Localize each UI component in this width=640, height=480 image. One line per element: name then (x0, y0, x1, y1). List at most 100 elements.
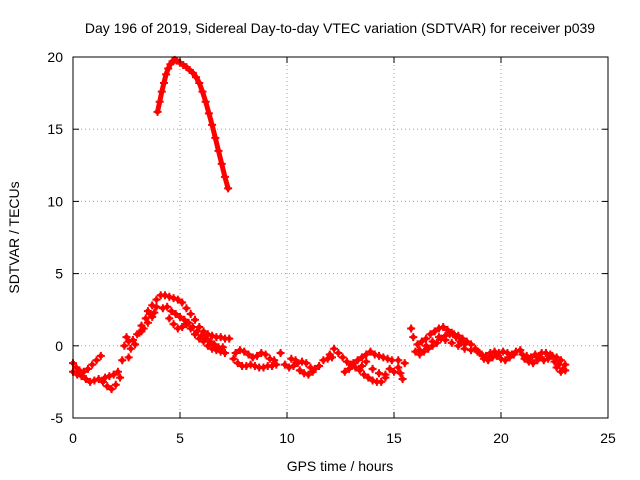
data-point-dot (305, 372, 311, 378)
data-point-dot (395, 357, 401, 363)
data-series (153, 55, 233, 193)
data-series (407, 323, 570, 376)
data-series (69, 301, 161, 394)
data-point-dot (173, 311, 179, 317)
data-point-dot (391, 369, 397, 375)
data-series (152, 291, 234, 358)
data-series (229, 344, 409, 386)
data-point-dot (502, 357, 508, 363)
x-tick-label: 25 (600, 430, 616, 446)
data-point-dot (108, 386, 115, 392)
data-point-dot (138, 328, 145, 334)
data-point-dot (188, 325, 194, 332)
data-point-dot (506, 354, 513, 360)
data-point-dot (179, 324, 185, 330)
data-point-dot (367, 348, 374, 355)
data-point-dot (113, 382, 119, 388)
plot-frame (72, 56, 609, 419)
data-point-dot (554, 364, 560, 371)
data-point-dot (158, 292, 164, 298)
data-point-dot (534, 357, 540, 363)
data-point-dot (511, 351, 517, 358)
data-point-dot (359, 363, 365, 369)
data-point-dot (485, 357, 491, 363)
data-point-dot (427, 331, 433, 337)
data-point-dot (119, 357, 125, 363)
x-tick-label: 20 (493, 430, 509, 446)
data-point-dot (444, 327, 451, 333)
data-point-dot (177, 314, 183, 320)
data-point-dot (226, 335, 232, 342)
x-tick-label: 5 (176, 430, 184, 446)
data-point-dot (230, 356, 237, 362)
data-point-dot (417, 351, 423, 358)
data-point-dot (547, 351, 553, 358)
data-point-dot (164, 304, 170, 310)
data-point-dot (423, 335, 429, 342)
data-point-dot (263, 351, 269, 358)
data-point-dot (196, 80, 202, 86)
data-point-dot (327, 351, 333, 358)
data-point-dot (245, 351, 252, 358)
data-point-dot (532, 351, 538, 358)
data-point-dot (222, 174, 228, 180)
data-point-dot (78, 373, 85, 379)
data-point-dot (436, 334, 442, 340)
x-tick-label: 10 (279, 430, 295, 446)
data-point-dot (98, 353, 104, 359)
y-tick-label: 10 (47, 193, 63, 209)
data-point-dot (414, 341, 421, 347)
data-point-dot (233, 350, 239, 356)
y-tick-label: 15 (47, 121, 63, 137)
data-point-dot (128, 346, 134, 352)
data-point-dot (166, 315, 172, 321)
data-point-dot (161, 80, 167, 86)
data-point-dot (256, 364, 262, 371)
data-point-dot (374, 379, 380, 385)
data-point-dot (149, 314, 155, 320)
data-point-dot (209, 122, 215, 128)
data-point-dot (115, 369, 121, 375)
data-point-dot (83, 376, 89, 382)
data-point-dot (402, 360, 408, 366)
data-point-dot (562, 367, 568, 373)
data-point-dot (117, 374, 123, 381)
data-point-dot (316, 363, 322, 369)
data-point-dot (163, 71, 169, 77)
data-point-dot (453, 334, 459, 340)
data-point-dot (277, 350, 284, 356)
data-point-dot (449, 340, 455, 346)
data-point-dot (359, 354, 365, 360)
data-point-dot (203, 99, 209, 105)
x-tick-label: 0 (69, 430, 77, 446)
data-point-dot (378, 379, 384, 385)
data-point-dot (241, 348, 247, 355)
data-point-dot (370, 366, 376, 372)
data-point-dot (200, 338, 207, 345)
data-point-dot (121, 343, 127, 349)
data-point-dot (335, 350, 341, 356)
data-point-dot (387, 366, 393, 372)
data-point-dot (449, 330, 455, 336)
data-point-dot (188, 311, 194, 317)
data-point-dot (462, 346, 468, 352)
data-point-dot (340, 354, 346, 360)
data-point-dot (126, 354, 132, 360)
data-point-dot (342, 369, 348, 375)
data-point-dot (344, 359, 350, 365)
data-point-dot (85, 366, 91, 372)
data-point-dot (292, 357, 299, 363)
data-point-dot (376, 370, 382, 376)
data-point-dot (196, 335, 202, 342)
data-point-dot (222, 335, 228, 342)
data-point-dot (462, 341, 468, 347)
data-point-dot (474, 348, 481, 355)
data-point-dot (206, 110, 212, 116)
data-point-dot (432, 328, 438, 334)
data-point-dot (179, 299, 185, 306)
data-point-dot (303, 360, 309, 366)
x-tick-label: 15 (386, 430, 402, 446)
data-point-dot (104, 383, 110, 389)
